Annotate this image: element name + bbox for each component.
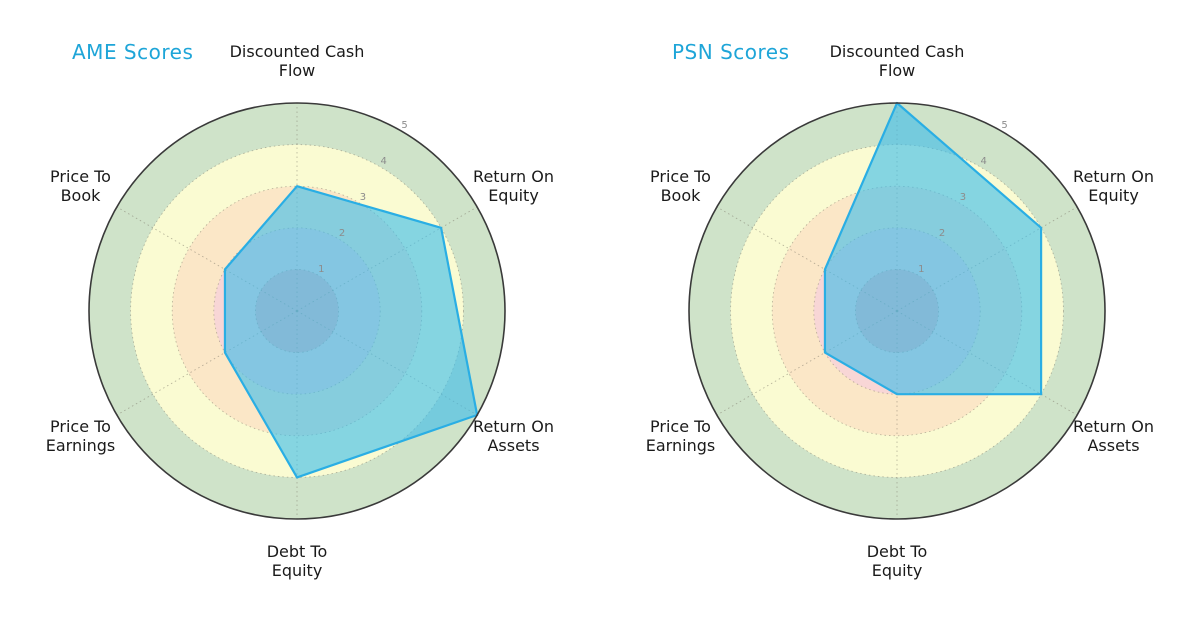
axis-label-1: Return On Equity	[473, 166, 554, 205]
radial-tick-label-2: 2	[339, 228, 345, 239]
radar-spoke-5	[716, 206, 898, 312]
chart-title-psn: PSN Scores	[672, 40, 790, 64]
axis-label-2: Return On Assets	[473, 416, 554, 455]
chart-title-ame: AME Scores	[72, 40, 194, 64]
radial-tick-label-4: 4	[381, 156, 387, 167]
radar-plot-ame: 1 2 3 4 5	[88, 102, 506, 520]
radial-tick-label-1: 1	[918, 264, 924, 275]
axis-label-5: Price To Book	[50, 166, 111, 205]
axis-label-0: Discounted Cash Flow	[829, 41, 965, 80]
radar-chart-psn: PSN Scores 1 2 3 4 5 Discounted Cash Flow Ret…	[600, 0, 1200, 625]
radar-series-polygon	[223, 185, 479, 479]
axis-label-2: Return On Assets	[1073, 416, 1154, 455]
radar-plot-psn: 1 2 3 4 5	[688, 101, 1106, 520]
axis-label-5: Price To Book	[650, 166, 711, 205]
radial-tick-label-5: 5	[401, 120, 407, 131]
radial-tick-label-1: 1	[318, 264, 324, 275]
axis-label-0: Discounted Cash Flow	[229, 41, 365, 80]
radial-tick-label-3: 3	[360, 192, 366, 203]
axis-label-4: Price To Earnings	[645, 416, 716, 455]
radial-tick-label-4: 4	[981, 156, 987, 167]
radar-spoke-4	[716, 310, 898, 416]
radar-outline	[88, 102, 506, 520]
axis-label-3: Debt To Equity	[866, 541, 928, 580]
radar-spoke-4	[116, 310, 298, 416]
radar-outline	[688, 102, 1106, 520]
radar-chart-ame: AME Scores 1 2 3 4 5 Discounted Cash Flow Ret…	[45, 40, 554, 580]
radar-spoke-5	[116, 206, 298, 312]
axis-label-4: Price To Earnings	[45, 416, 116, 455]
radial-tick-label-3: 3	[960, 192, 966, 203]
radar-series-polygon	[823, 101, 1043, 396]
axis-label-3: Debt To Equity	[266, 541, 328, 580]
radial-tick-label-5: 5	[1001, 120, 1007, 131]
radial-tick-label-2: 2	[939, 228, 945, 239]
axis-label-1: Return On Equity	[1073, 166, 1154, 205]
